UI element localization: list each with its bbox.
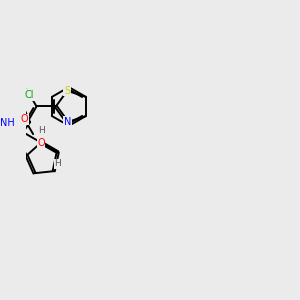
- Text: O: O: [20, 114, 28, 124]
- Text: Cl: Cl: [24, 90, 34, 100]
- Text: NH: NH: [0, 118, 15, 128]
- Text: H: H: [38, 127, 44, 136]
- Text: S: S: [64, 86, 70, 96]
- Text: H: H: [54, 159, 61, 168]
- Text: N: N: [64, 117, 71, 127]
- Text: O: O: [37, 138, 45, 148]
